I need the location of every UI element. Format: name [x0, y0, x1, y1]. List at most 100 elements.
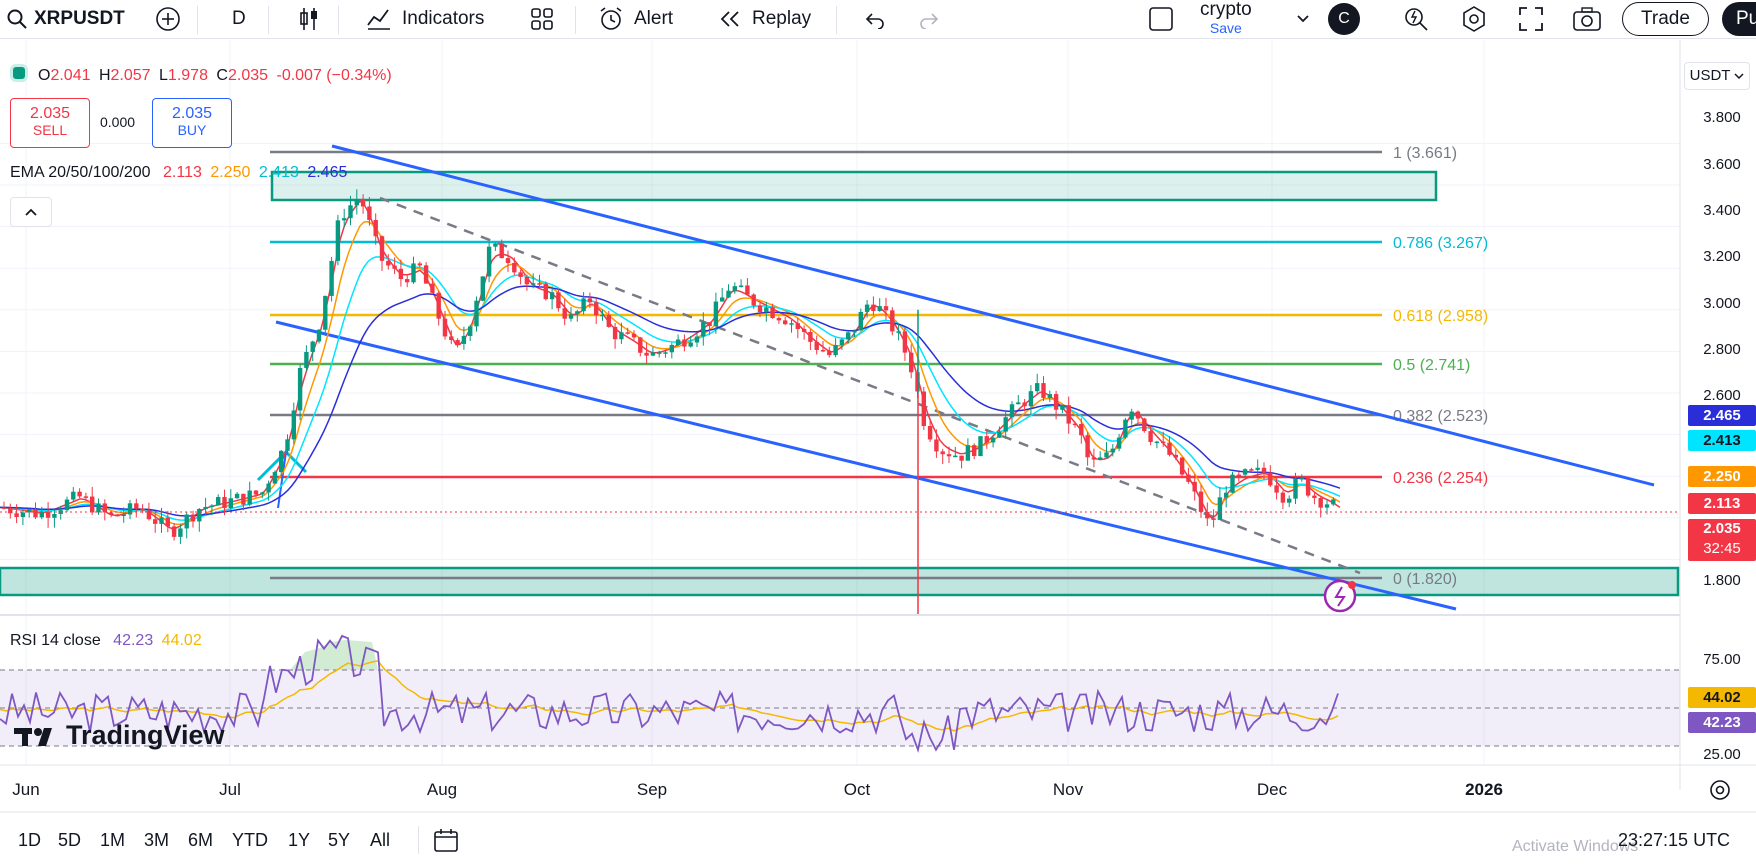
candle-body — [1236, 474, 1241, 477]
buy-price: 2.035 — [171, 105, 213, 122]
candle-body — [726, 290, 731, 298]
axis-settings-button[interactable] — [1708, 778, 1732, 807]
collapse-legend-button[interactable] — [10, 197, 52, 227]
candle-body — [638, 337, 643, 353]
bolt-icon — [1334, 586, 1346, 607]
alert-button[interactable]: Alert — [598, 0, 673, 38]
candle-body — [27, 509, 32, 513]
candle-body — [39, 511, 44, 518]
clock[interactable]: 23:27:15 UTC — [1618, 830, 1731, 850]
candle-body — [474, 300, 479, 327]
candles-icon — [300, 8, 317, 30]
date-range-button[interactable] — [432, 826, 460, 859]
layout-menu-button[interactable] — [1296, 0, 1310, 38]
sell-price: 2.035 — [29, 105, 71, 122]
candle-body — [102, 503, 107, 513]
candle-body — [808, 332, 813, 342]
layout-save-button[interactable]: crypto Save — [1200, 0, 1252, 38]
interval-button[interactable]: D — [232, 8, 246, 29]
candle-body — [253, 490, 259, 495]
high-value: 2.057 — [110, 67, 151, 84]
indicators-button[interactable]: Indicators — [366, 0, 484, 38]
candle-body — [108, 512, 114, 515]
price-axis-label: 2.800 — [1703, 341, 1741, 358]
channel-lower-line[interactable] — [275, 320, 1457, 611]
chart-type-button[interactable] — [298, 0, 320, 38]
undo-button[interactable] — [862, 0, 886, 38]
timeframe-button-5y[interactable]: 5Y — [328, 830, 351, 850]
candle-body — [990, 437, 996, 443]
alert-marker[interactable] — [1323, 579, 1357, 613]
candle-body — [732, 286, 737, 291]
candle-body — [505, 258, 511, 263]
screenshot-button[interactable] — [1572, 0, 1602, 38]
ema-legend[interactable]: EMA 20/50/100/200 2.113 2.250 2.413 2.46… — [10, 164, 347, 182]
supply-zone[interactable] — [270, 170, 1438, 202]
candle-body — [323, 295, 328, 330]
chevron-up-icon — [25, 208, 37, 216]
time-axis-label: Aug — [426, 780, 458, 799]
candle-body — [335, 220, 341, 261]
timeframe-button-3m[interactable]: 3M — [144, 830, 170, 850]
candle-body — [1305, 477, 1311, 496]
rsi-line — [0, 634, 1339, 753]
candle-body — [562, 308, 567, 319]
price-chart[interactable]: 1 (3.661) 0.786 (3.267) 0.618 (2.958) 0.5 (… — [0, 40, 1756, 866]
candle-body — [984, 436, 989, 443]
currency-selector[interactable]: USDT — [1684, 62, 1750, 90]
compare-button[interactable] — [155, 0, 181, 38]
candle-body — [222, 497, 227, 509]
chart-grid — [0, 40, 1680, 765]
fullscreen-toggle-button[interactable] — [1148, 0, 1174, 38]
candle-body — [839, 339, 845, 346]
demand-zone[interactable] — [0, 566, 1680, 597]
candle-body — [619, 332, 624, 340]
candle-body — [33, 509, 38, 518]
open-label: O — [38, 67, 51, 84]
expand-icon — [1519, 7, 1543, 31]
replay-button[interactable]: Replay — [718, 0, 811, 38]
fib-level-label: 1 (3.661) — [1393, 145, 1457, 162]
quick-search-button[interactable] — [1403, 0, 1429, 38]
fibonacci-retracement[interactable]: 1 (3.661) 0.786 (3.267) 0.618 (2.958) 0.5 (… — [270, 145, 1488, 588]
candle-body — [1293, 478, 1298, 499]
timeframe-button-all[interactable]: All — [370, 830, 391, 850]
buy-button[interactable]: 2.035 BUY — [152, 98, 232, 148]
fullscreen-button[interactable] — [1518, 0, 1544, 38]
candle-body — [757, 305, 763, 312]
candle-body — [90, 496, 95, 513]
settings-button[interactable] — [1460, 0, 1488, 38]
layouts-button[interactable] — [530, 0, 554, 38]
ema20-tag: 2.113 — [1688, 493, 1756, 514]
avatar[interactable]: C — [1328, 0, 1360, 38]
candle-body — [1066, 405, 1071, 424]
timeframe-button-1m[interactable]: 1M — [100, 830, 126, 850]
channel-mid-line[interactable] — [379, 196, 1361, 575]
candlesticks[interactable] — [1, 189, 1336, 615]
rsi-legend[interactable]: RSI 14 close 42.23 44.02 — [10, 632, 202, 650]
rewind-icon — [720, 11, 739, 27]
timeframe-button-ytd[interactable]: YTD — [232, 830, 268, 850]
timeframe-button-5d[interactable]: 5D — [58, 830, 82, 850]
trade-button[interactable]: Trade — [1622, 0, 1709, 38]
candle-body — [1274, 485, 1279, 493]
candle-body — [411, 263, 416, 283]
fib-level-label: 0.5 (2.741) — [1393, 357, 1470, 374]
candle-body — [291, 410, 296, 440]
candle-body — [241, 493, 246, 505]
timeframe-button-1y[interactable]: 1Y — [288, 830, 311, 850]
channel-upper-line[interactable] — [331, 144, 1655, 487]
candle-body — [1324, 504, 1330, 508]
sell-button[interactable]: 2.035 SELL — [10, 98, 90, 148]
candle-body — [1129, 411, 1134, 420]
candle-body — [1072, 423, 1078, 426]
publish-button[interactable]: Pu — [1722, 0, 1756, 38]
timeframe-button-6m[interactable]: 6M — [188, 830, 214, 850]
candle-body — [1242, 469, 1248, 475]
redo-button[interactable] — [918, 0, 942, 38]
symbol-search[interactable]: XRPUSDT — [6, 0, 125, 38]
tradingview-logo[interactable]: TradingView — [14, 720, 225, 751]
candle-body — [216, 497, 221, 506]
timeframe-button-1d[interactable]: 1D — [18, 830, 42, 850]
candle-body — [738, 285, 744, 287]
